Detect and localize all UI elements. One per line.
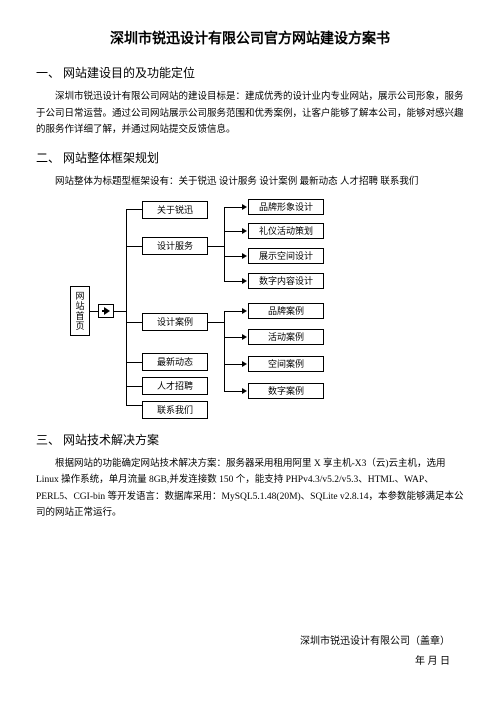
section2-paragraph: 网站整体为标题型框架设有：关于锐迅 设计服务 设计案例 最新动态 人才招聘 联系… — [36, 174, 464, 191]
node-l2-3: 最新动态 — [142, 353, 208, 371]
node-l2-0: 关于锐迅 — [142, 201, 208, 219]
arrow-icon — [98, 304, 114, 318]
node-l2-4: 人才招聘 — [142, 377, 208, 395]
node-l3b-2: 空间案例 — [248, 356, 324, 372]
section3-paragraph: 根据网站的功能确定网站技术解决方案：服务器采用租用阿里 X 享主机-X3（云)云… — [36, 456, 464, 523]
signature-company: 深圳市锐迅设计有限公司（盖章） — [300, 632, 450, 652]
signature-date: 年 月 日 — [300, 652, 450, 672]
signature-block: 深圳市锐迅设计有限公司（盖章） 年 月 日 — [300, 632, 450, 672]
node-l3a-1: 礼仪活动策划 — [248, 223, 324, 239]
node-l2-2: 设计案例 — [142, 313, 208, 331]
section3-heading: 三、 网站技术解决方案 — [36, 431, 464, 448]
section2-heading: 二、 网站整体框架规划 — [36, 149, 464, 166]
node-l3a-3: 数字内容设计 — [248, 273, 324, 289]
node-l3b-3: 数字案例 — [248, 383, 324, 399]
section1-heading: 一、 网站建设目的及功能定位 — [36, 64, 464, 81]
node-l2-1: 设计服务 — [142, 237, 208, 255]
node-l3b-1: 活动案例 — [248, 329, 324, 345]
node-root: 网站首页 — [70, 286, 90, 336]
node-l2-5: 联系我们 — [142, 401, 208, 419]
node-l3a-0: 品牌形象设计 — [248, 199, 324, 215]
node-l3a-2: 展示空间设计 — [248, 248, 324, 264]
section1-paragraph: 深圳市锐迅设计有限公司网站的建设目标是：建成优秀的设计业内专业网站，展示公司形象… — [36, 89, 464, 139]
sitemap-diagram: 网站首页 关于锐迅 设计服务 设计案例 最新动态 人才招聘 联系我们 品牌形象设… — [70, 201, 430, 421]
document-title: 深圳市锐迅设计有限公司官方网站建设方案书 — [36, 28, 464, 48]
node-l3b-0: 品牌案例 — [248, 303, 324, 319]
